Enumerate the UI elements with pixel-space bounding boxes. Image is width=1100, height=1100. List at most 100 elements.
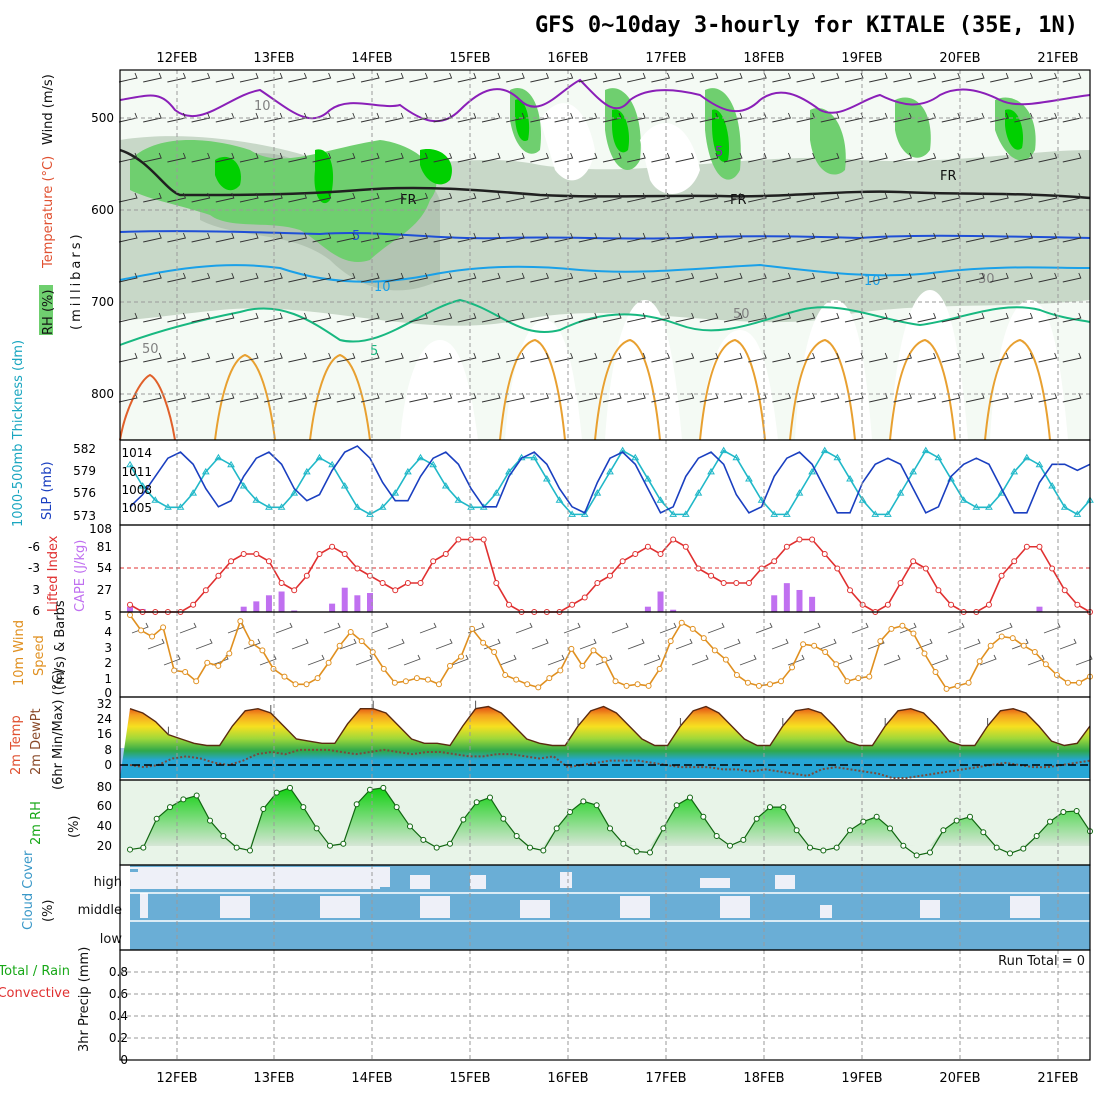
thickness-line-marker [694,489,703,496]
rh-marker [340,840,347,847]
wind-speed-marker [502,672,509,679]
upper-wind-barb [288,272,308,283]
rh-marker [873,813,880,820]
upper-wind-barb [1014,232,1034,243]
upper-wind-barb [748,72,767,83]
thickness-line-marker [164,503,172,510]
upper-wind-barb [481,192,501,203]
wind-barb [451,654,469,666]
rh-marker [300,804,307,811]
upper-wind-barb [215,232,235,243]
thickness-line-marker [1035,460,1044,468]
upper-wind-barb [143,152,162,163]
contour-label: 5 [715,145,723,160]
upper-wind-barb [917,72,937,83]
thickness-line-marker [757,496,766,503]
cloud-cover-panel: high middle low Cloud Cover (%) [21,850,1090,950]
upper-wind-barb [723,232,743,243]
upper-wind-barb [288,112,308,123]
upper-wind-barb [118,352,138,363]
wind-speed-marker [369,648,376,655]
rh-marker [287,784,293,791]
wind-10m-barbs [131,622,1093,666]
wind-ylabel-c: (m/s) & Barbs [53,600,68,690]
upper-wind-barb [239,152,259,163]
upper-wind-barb [264,72,283,83]
svg-text:3hr Precip (mm): 3hr Precip (mm) [77,947,92,1052]
wind-speed-marker [568,645,575,652]
cape-bar [265,595,272,612]
thickness-line-marker [820,446,829,454]
temp-tick: 24 [97,712,112,726]
wind-barb [691,654,709,666]
upper-wind-barb [796,392,816,403]
upper-wind-barb [264,192,283,203]
upper-ylabel-temp: Temperature (°C) [41,156,56,269]
panel-frames [119,69,1091,1061]
lifted-index-marker [1074,601,1081,608]
upper-wind-barb [1014,192,1034,203]
upper-wind-barb [990,232,1009,243]
lifted-index-tick: 6 [32,604,40,618]
upper-wind-barb [796,312,816,323]
thickness-line-marker [669,510,678,517]
lifted-index-marker [190,601,197,608]
wind-speed-marker [833,661,840,668]
wind-speed-marker [634,681,641,688]
thickness-line-marker [290,489,299,496]
lifted-index-marker [796,536,803,543]
upper-wind-barb [602,232,622,243]
wind-barb [611,622,629,634]
thickness-line-marker [606,467,614,475]
precip-ylabel-c: 3hr Precip (mm) [77,947,92,1052]
upper-wind-barb [869,272,888,283]
upper-wind-barb [844,352,864,363]
contour-label: FR [940,169,957,184]
upper-wind-barb [118,192,138,203]
upper-wind-barb [796,152,816,163]
wind-barb [707,622,725,634]
lifted-index-marker [215,572,222,579]
upper-wind-barb [239,72,259,83]
upper-wind-barb [651,232,671,243]
wind-barb [883,654,901,666]
upper-wind-barb [893,152,913,163]
thickness-line-marker [454,496,463,503]
lifted-index-marker [291,587,298,594]
upper-wind-barb [723,352,743,363]
wind-speed-marker [689,625,696,632]
upper-wind-barb [288,192,308,203]
upper-wind-barb [530,192,550,203]
upper-wind-barb [1038,72,1058,83]
wind-barb [771,638,789,650]
upper-wind-barb [869,112,888,123]
upper-wind-barb [457,312,477,323]
upper-wind-barb [748,192,767,203]
wind-speed-marker [248,639,255,646]
bottom-date-label: 15FEB [449,1071,490,1086]
cape-bar [809,596,816,612]
top-date-label: 13FEB [253,51,294,66]
upper-ylabel-pressure: (millibars) [69,231,84,330]
wind-barb [947,622,965,634]
rh-marker [820,847,827,854]
wind-speed-marker [480,639,487,646]
upper-wind-barb [118,272,138,283]
rh-marker [260,806,267,813]
upper-wind-barb [893,312,913,323]
upper-wind-barb [772,152,792,163]
slp-ylabel-thickness: 1000-500mb Thickness (dm) [11,340,26,527]
wind-speed-marker [1009,635,1016,642]
thickness-line-marker [189,489,198,496]
lifted-index-marker [202,587,209,594]
upper-wind-barb [748,312,767,323]
rh-marker [193,792,200,799]
top-date-label: 17FEB [645,51,686,66]
thickness-line-marker [631,453,640,461]
svg-text:(%): (%) [67,816,82,839]
wind-speed-marker [899,622,906,629]
thickness-line-marker [896,489,905,496]
upper-wind-barb [602,152,622,163]
upper-wind-barb [965,352,985,363]
